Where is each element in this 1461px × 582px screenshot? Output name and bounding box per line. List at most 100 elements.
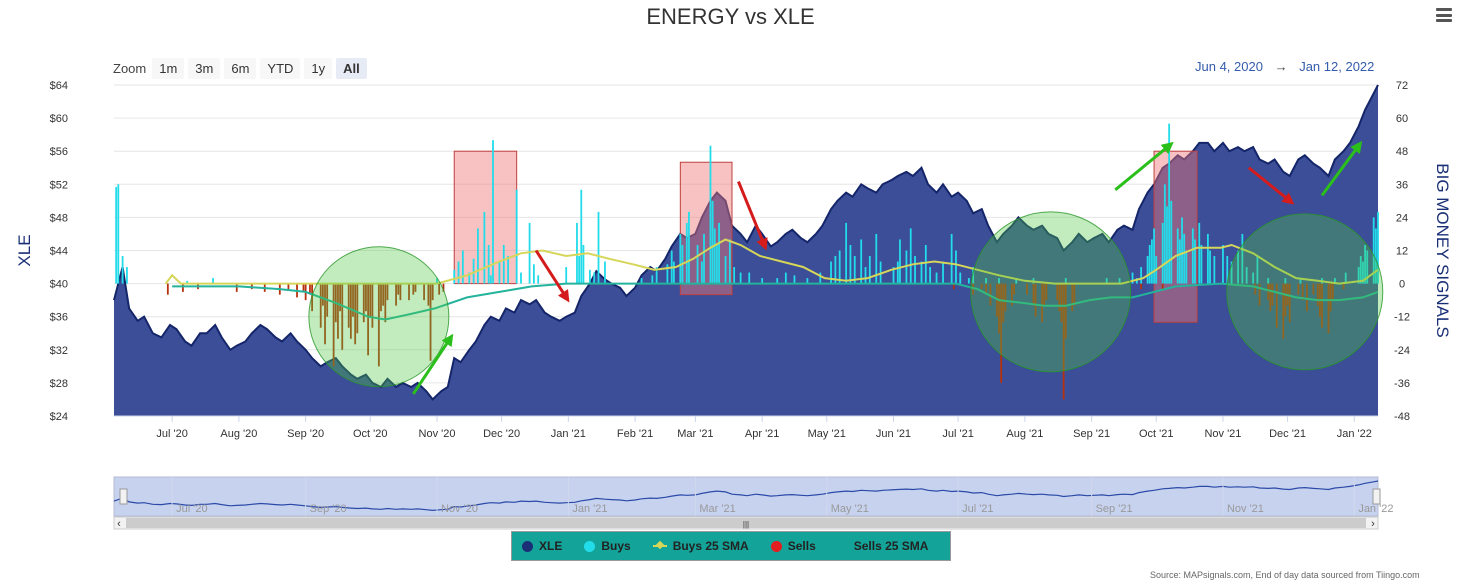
buys-bar bbox=[1267, 278, 1270, 284]
range-arrow: → bbox=[1274, 59, 1288, 74]
buys-bar bbox=[1374, 228, 1377, 284]
buys-bar bbox=[972, 267, 975, 284]
legend-item-sells-sma[interactable]: Sells 25 SMA bbox=[854, 539, 929, 553]
buys-bar bbox=[868, 256, 871, 284]
y-axis-title: XLE bbox=[15, 234, 34, 266]
zoom-3m-button[interactable]: 3m bbox=[188, 58, 221, 79]
sells-bar bbox=[1034, 283, 1037, 317]
buys-bar bbox=[845, 222, 848, 284]
buys-bar bbox=[1105, 278, 1108, 284]
buys-bar bbox=[909, 228, 912, 284]
buys-bar bbox=[935, 272, 938, 284]
sells-bar bbox=[438, 283, 441, 295]
buys-bar bbox=[806, 278, 809, 284]
buys-bar bbox=[1148, 244, 1151, 284]
range-to-input[interactable]: Jan 12, 2022 bbox=[1299, 59, 1375, 74]
buys-bar bbox=[1222, 244, 1224, 284]
sells-bar bbox=[1002, 283, 1005, 323]
sells-bar bbox=[1011, 283, 1013, 306]
y-tick-label: $60 bbox=[50, 113, 68, 125]
y-tick-label: $48 bbox=[50, 212, 68, 224]
buys-bar bbox=[126, 267, 128, 284]
sells-bar bbox=[1058, 283, 1061, 312]
x-tick-label: May '21 bbox=[808, 428, 846, 440]
buys-bar bbox=[502, 244, 505, 284]
buys-bar bbox=[713, 228, 716, 284]
legend-item-buys[interactable]: Buys bbox=[584, 539, 631, 553]
buys-bar bbox=[537, 275, 540, 284]
range-from-input[interactable]: Jun 4, 2020 bbox=[1195, 59, 1263, 74]
navigator-tick-label: May '21 bbox=[831, 503, 869, 515]
green-arrow bbox=[1114, 141, 1174, 191]
hamburger-menu-icon[interactable] bbox=[1436, 8, 1452, 22]
buys-bar bbox=[457, 261, 460, 284]
buys-bar bbox=[864, 267, 867, 284]
sells-bar bbox=[356, 283, 359, 334]
zoom-ytd-button[interactable]: YTD bbox=[260, 58, 301, 79]
buys-bar bbox=[1140, 267, 1143, 284]
navigator-series bbox=[113, 480, 1379, 512]
buys-bar bbox=[487, 244, 490, 284]
buys-bar bbox=[1364, 244, 1366, 284]
buys-bar bbox=[565, 267, 568, 284]
buys-bar bbox=[1163, 184, 1166, 284]
buys-bar bbox=[1357, 267, 1360, 284]
sells-bar bbox=[1140, 283, 1143, 290]
legend-buys-sma-marker bbox=[652, 545, 667, 547]
sells-bar bbox=[1306, 283, 1308, 312]
legend-sells-label: Sells bbox=[787, 539, 816, 553]
zoom-all-button[interactable]: All bbox=[336, 58, 367, 79]
x-tick-label: Dec '20 bbox=[483, 428, 520, 440]
sells-bar bbox=[1342, 283, 1345, 290]
legend-item-xle[interactable]: XLE bbox=[522, 539, 562, 553]
zoom-1m-button[interactable]: 1m bbox=[152, 58, 185, 79]
y2-tick-label: 0 bbox=[1399, 279, 1405, 291]
navigator-tick-label: Jan '22 bbox=[1358, 503, 1393, 515]
legend-item-buys-sma[interactable]: Buys 25 SMA bbox=[652, 539, 749, 553]
buys-bar bbox=[924, 244, 927, 284]
buys-bar bbox=[709, 145, 712, 284]
x-tick-label: Sep '21 bbox=[1073, 428, 1110, 440]
y2-tick-label: 60 bbox=[1396, 113, 1408, 125]
sells-bar bbox=[1284, 283, 1287, 317]
sells-bar bbox=[995, 283, 998, 317]
buys-bar bbox=[834, 256, 837, 284]
navigator-tick-label: Sep '21 bbox=[1096, 503, 1133, 515]
sells-bar bbox=[309, 283, 311, 295]
sells-bar bbox=[399, 283, 402, 301]
navigator-tick-label: Nov '21 bbox=[1227, 503, 1264, 515]
legend-item-sells[interactable]: Sells bbox=[770, 539, 816, 553]
sells-bar bbox=[319, 283, 322, 328]
y-tick-label: $24 bbox=[50, 411, 68, 423]
x-tick-label: Aug '20 bbox=[220, 428, 257, 440]
x-tick-label: Aug '21 bbox=[1006, 428, 1043, 440]
chart-title: ENERGY vs XLE bbox=[646, 4, 815, 29]
buys-bar bbox=[716, 244, 718, 284]
buys-bar bbox=[1153, 228, 1155, 284]
navigator-right-handle[interactable] bbox=[1372, 488, 1381, 505]
scroll-left-icon[interactable]: ‹ bbox=[117, 518, 121, 530]
sells-bar bbox=[1060, 283, 1063, 323]
buys-bar bbox=[860, 239, 863, 284]
legend-sells-sma-label: Sells 25 SMA bbox=[853, 539, 929, 553]
buys-bar bbox=[929, 267, 932, 284]
navigator-left-handle[interactable] bbox=[119, 488, 128, 505]
scroll-right-icon[interactable]: › bbox=[1371, 518, 1375, 530]
x-tick-label: Jun '21 bbox=[876, 428, 911, 440]
sells-bar bbox=[998, 283, 1000, 334]
sells-bar bbox=[321, 283, 324, 306]
zoom-1y-button[interactable]: 1y bbox=[304, 58, 333, 79]
sells-bar bbox=[1056, 283, 1059, 301]
buys-bar bbox=[700, 261, 703, 284]
sells-bar bbox=[337, 283, 339, 339]
y-tick-label: $36 bbox=[50, 312, 68, 324]
buys-bar bbox=[784, 272, 787, 284]
navigator-tick-label: Mar '21 bbox=[699, 503, 735, 515]
scrollbar-thumb[interactable] bbox=[126, 518, 1366, 528]
sells-bar bbox=[1000, 283, 1003, 383]
zoom-6m-button[interactable]: 6m bbox=[224, 58, 257, 79]
green-arrow bbox=[412, 333, 454, 395]
buys-bar bbox=[483, 211, 486, 284]
sells-bar bbox=[1288, 283, 1291, 323]
buys-bar bbox=[1209, 250, 1211, 284]
